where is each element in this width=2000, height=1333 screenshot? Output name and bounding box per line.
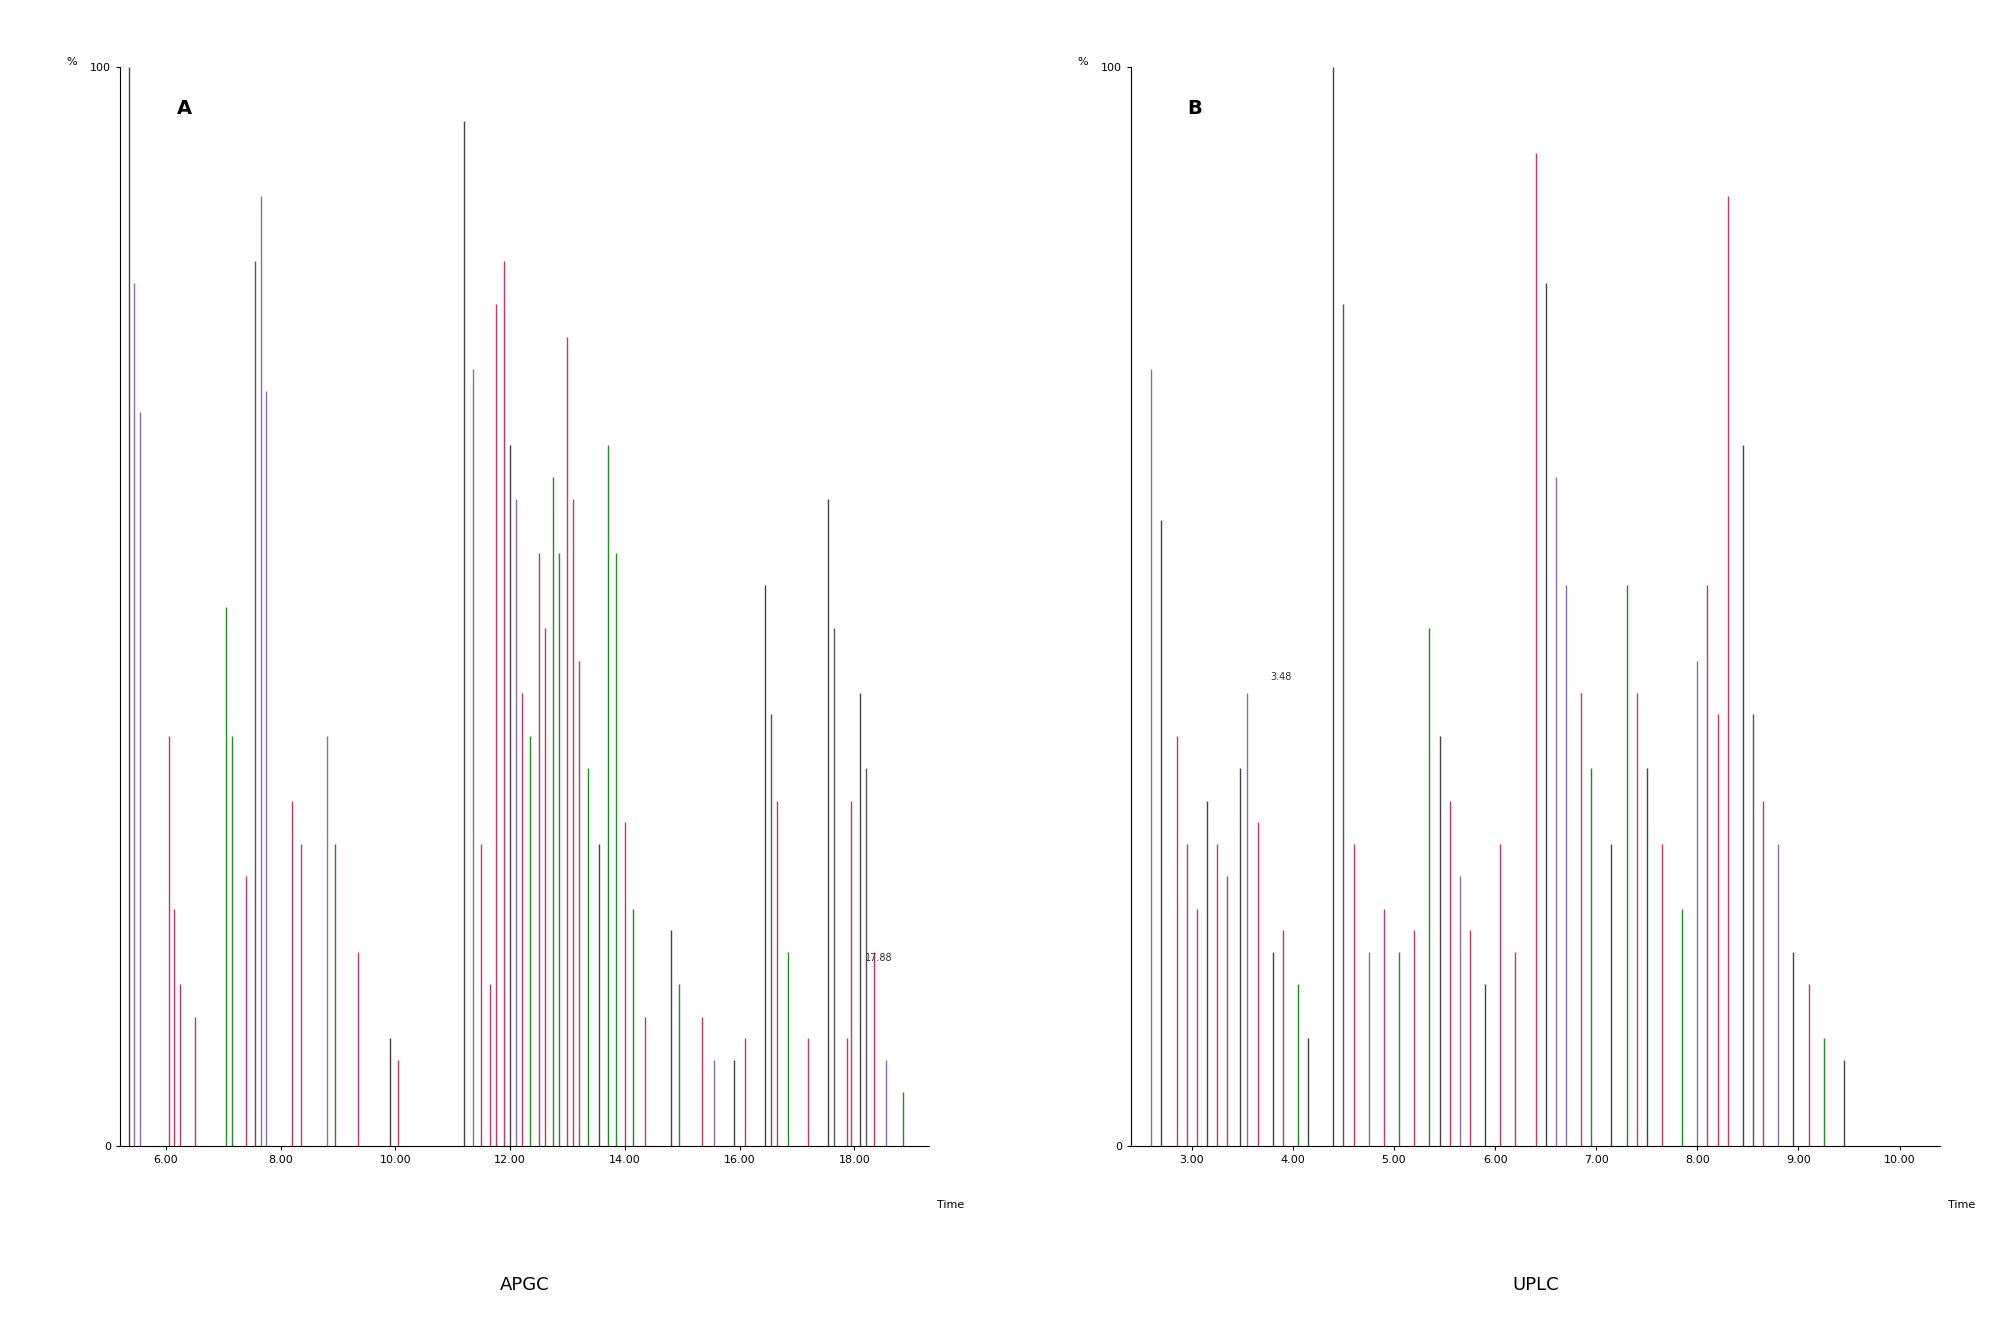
Text: %: % — [66, 56, 76, 67]
Text: 3.48: 3.48 — [1270, 672, 1292, 682]
Text: UPLC: UPLC — [1512, 1276, 1558, 1294]
Text: A: A — [176, 99, 192, 119]
Text: APGC: APGC — [500, 1276, 550, 1294]
Text: 17.88: 17.88 — [864, 953, 892, 962]
Text: Time: Time — [1948, 1200, 1976, 1210]
Text: B: B — [1188, 99, 1202, 119]
Text: Time: Time — [936, 1200, 964, 1210]
Text: %: % — [1078, 56, 1088, 67]
